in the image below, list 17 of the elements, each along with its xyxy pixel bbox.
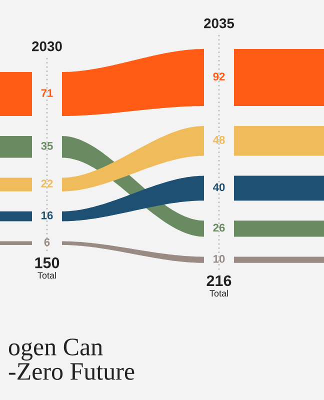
text: Total [210, 290, 228, 297]
text: 216 [206, 275, 232, 286]
data-label: 26 [213, 224, 225, 232]
text: 150 [35, 257, 60, 268]
data-label: 22 [41, 180, 53, 188]
data-label: 10 [214, 254, 225, 263]
text: Total [38, 272, 56, 279]
data-label: 92 [213, 72, 225, 81]
data-label: 71 [41, 89, 53, 97]
text: ogen Can -Zero Future [8, 338, 134, 380]
data-label: 40 [212, 183, 225, 192]
data-label: 16 [42, 211, 53, 220]
data-label: 6 [44, 238, 50, 246]
category-label: 2035 [204, 18, 234, 28]
category-label: 2030 [32, 41, 62, 52]
data-label: 35 [41, 142, 53, 150]
data-label: 48 [212, 136, 225, 144]
